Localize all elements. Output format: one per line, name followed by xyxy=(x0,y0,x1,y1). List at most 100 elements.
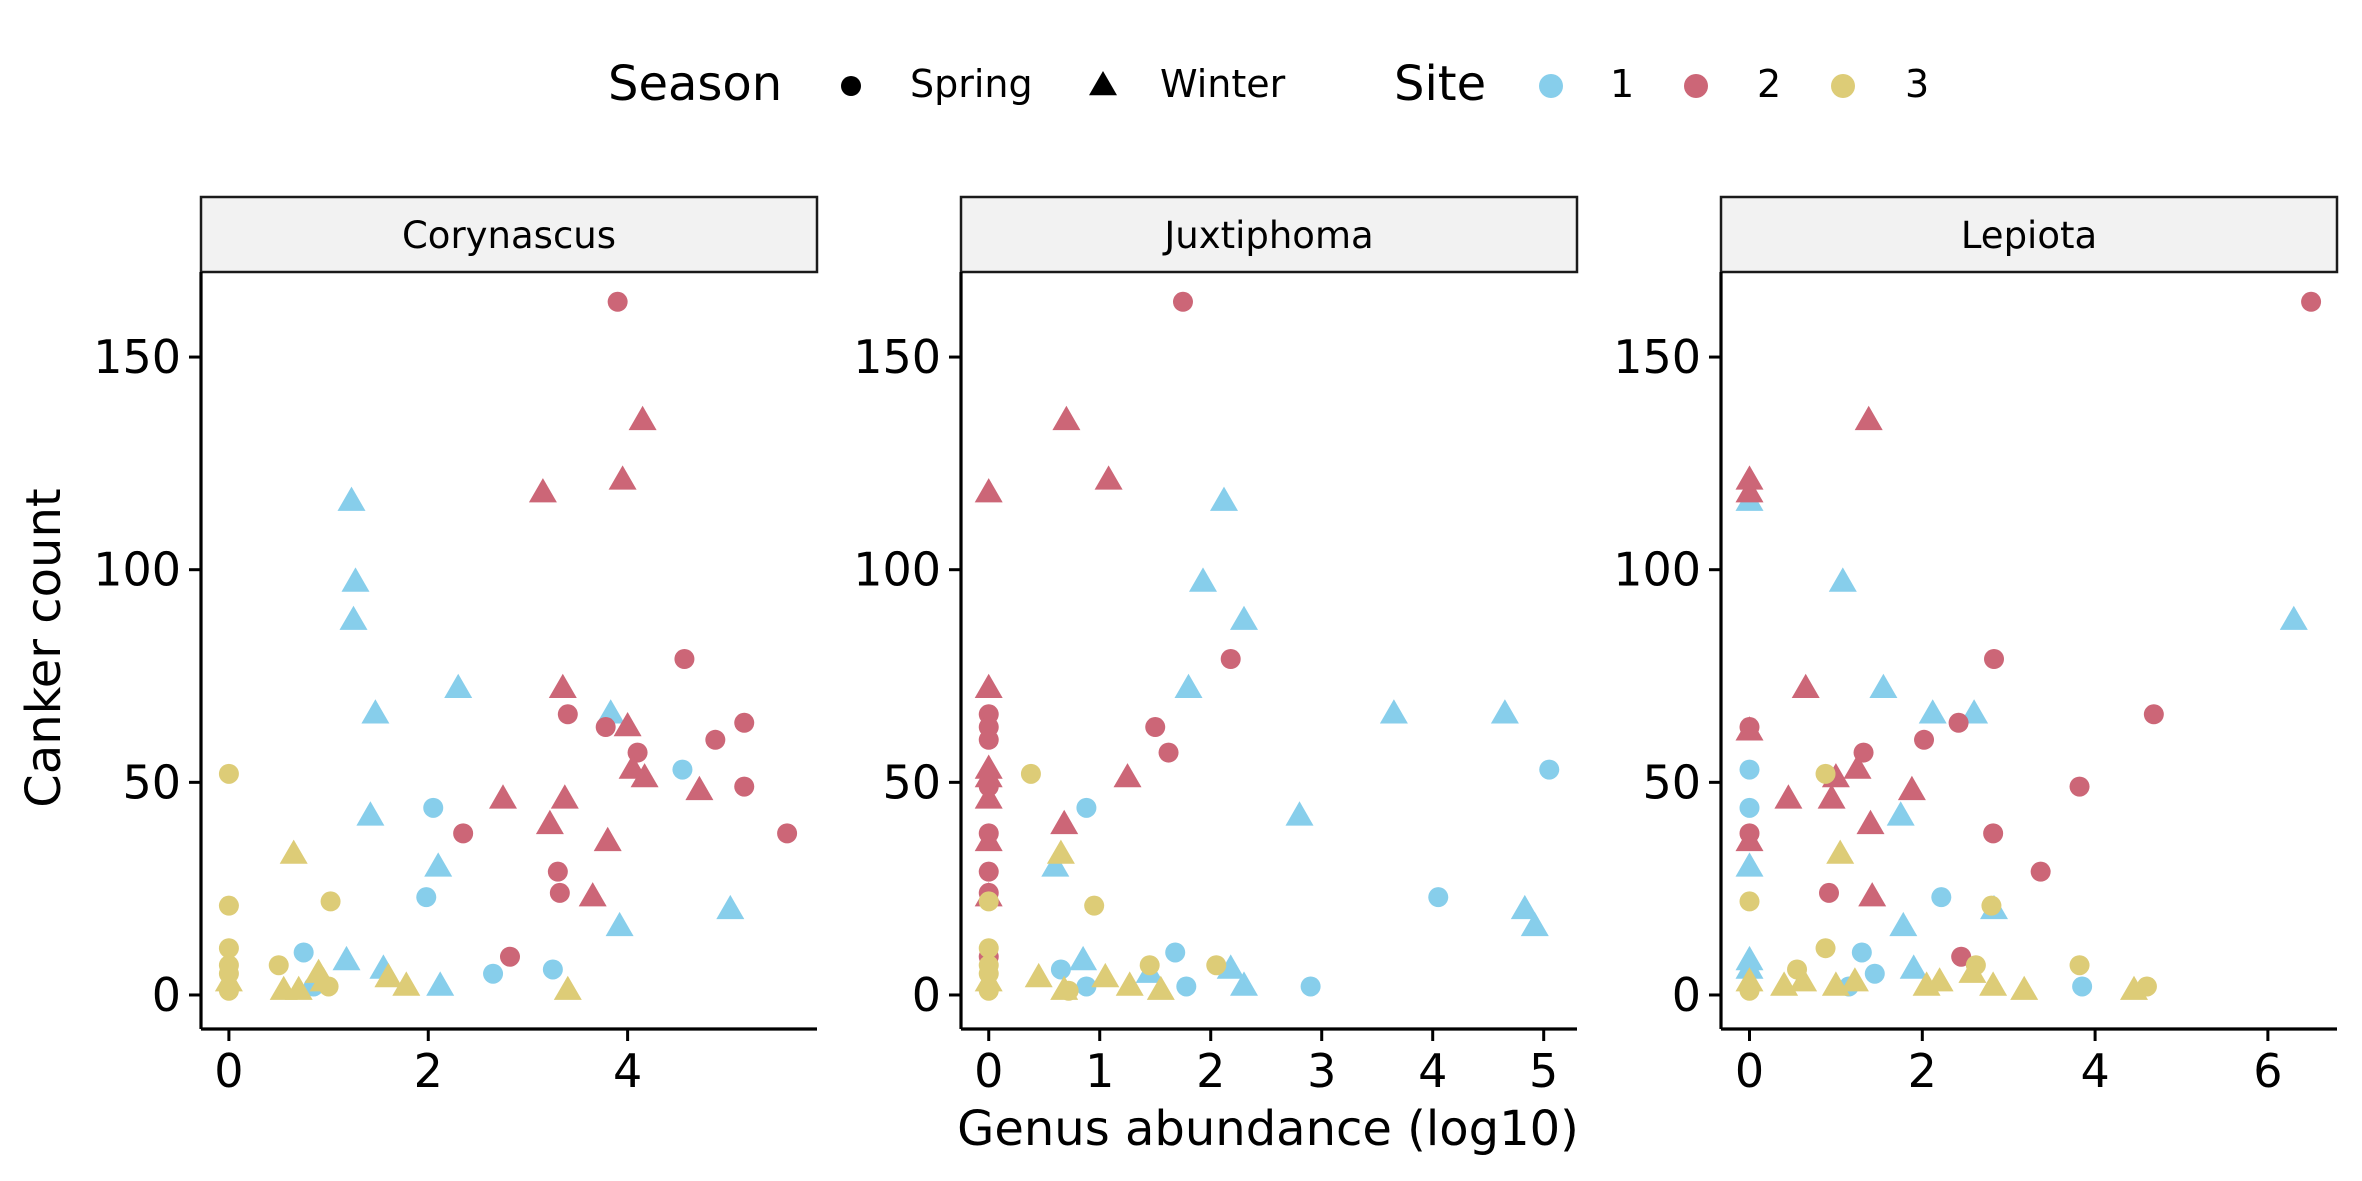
data-point xyxy=(2072,976,2093,997)
legend-site-1-circle-icon xyxy=(1539,74,1563,98)
legend-season-entries: Spring Winter xyxy=(841,62,1286,106)
data-point xyxy=(1960,699,1989,724)
data-point xyxy=(605,911,634,937)
data-point xyxy=(218,980,239,1001)
data-point xyxy=(1020,763,1041,784)
y-tick-label: 100 xyxy=(1613,543,1701,597)
data-point xyxy=(595,717,616,738)
data-point xyxy=(426,971,455,996)
data-point xyxy=(1139,955,1160,976)
data-point xyxy=(1520,911,1549,937)
data-point xyxy=(1914,729,1935,750)
x-tick-label: 3 xyxy=(1307,1044,1336,1098)
data-point xyxy=(1840,967,1869,992)
y-tick-label: 50 xyxy=(122,755,181,809)
y-tick-label: 100 xyxy=(853,543,941,597)
data-point xyxy=(1230,605,1258,630)
data-point xyxy=(1052,405,1081,431)
panel-title: Lepiota xyxy=(1961,214,2097,257)
y-tick-label: 150 xyxy=(1613,330,1701,384)
data-point xyxy=(1979,971,2008,996)
panel-strip xyxy=(1719,195,2339,274)
data-point xyxy=(1791,673,1820,698)
data-point xyxy=(293,942,314,963)
data-point xyxy=(1158,742,1179,763)
data-point xyxy=(628,405,657,431)
data-point xyxy=(978,980,999,1001)
data-point xyxy=(1210,486,1238,511)
data-point xyxy=(218,938,239,959)
data-point xyxy=(685,775,714,801)
data-point xyxy=(1069,945,1098,971)
data-point xyxy=(1889,911,1918,937)
y-axis-label: Canker count xyxy=(16,488,72,807)
data-point xyxy=(2143,704,2164,725)
data-point xyxy=(550,784,579,809)
y-tick-label: 150 xyxy=(93,330,181,384)
data-point xyxy=(1869,673,1898,698)
data-point xyxy=(2030,861,2051,882)
data-point xyxy=(1735,716,1764,741)
data-point xyxy=(1076,976,1097,997)
x-tick-label: 6 xyxy=(2253,1044,2282,1098)
panel-juxtiphoma: Juxtiphoma 0 50 100 150 0 1 2 3 4 5 xyxy=(853,195,1579,1098)
data-point xyxy=(1918,699,1947,724)
data-point xyxy=(1817,784,1846,809)
x-tick-label: 5 xyxy=(1529,1044,1558,1098)
data-point xyxy=(444,673,473,698)
data-point xyxy=(1220,649,1241,670)
data-point xyxy=(1858,882,1887,907)
data-point xyxy=(356,801,385,826)
x-tick-label: 1 xyxy=(1085,1044,1114,1098)
legend-site-label: 1 xyxy=(1610,62,1634,106)
data-point xyxy=(1115,971,1144,996)
data-point xyxy=(974,478,1003,503)
data-point xyxy=(630,763,659,788)
data-point xyxy=(2010,975,2039,1000)
data-point xyxy=(268,955,289,976)
data-point xyxy=(547,861,568,882)
data-point xyxy=(1165,942,1186,963)
data-point xyxy=(1230,971,1258,996)
x-tick-label: 2 xyxy=(1196,1044,1225,1098)
data-point xyxy=(1428,887,1449,908)
data-point xyxy=(1899,954,1928,979)
data-point xyxy=(1735,465,1764,490)
data-point xyxy=(1091,962,1120,988)
data-point xyxy=(341,567,370,592)
data-point xyxy=(1984,649,2005,670)
legend-spring-circle-icon xyxy=(841,76,861,96)
panel-title: Corynascus xyxy=(402,214,616,257)
data-point xyxy=(2279,605,2308,630)
data-point xyxy=(1815,763,1836,784)
legend-site-3-circle-icon xyxy=(1831,74,1855,98)
data-point xyxy=(1854,405,1883,431)
data-point xyxy=(2069,776,2090,797)
data-point xyxy=(1789,967,1818,992)
data-point xyxy=(978,861,999,882)
data-point xyxy=(318,976,339,997)
data-point xyxy=(557,704,578,725)
data-point xyxy=(1024,962,1053,988)
data-point xyxy=(1739,759,1760,780)
x-tick-label: 2 xyxy=(1908,1044,1937,1098)
data-point xyxy=(978,938,999,959)
panel-strip xyxy=(959,195,1579,274)
data-point xyxy=(1856,809,1885,835)
data-point xyxy=(1815,938,1836,959)
data-point xyxy=(489,784,517,809)
data-point xyxy=(978,729,999,750)
data-point xyxy=(218,763,239,784)
legend-winter-triangle-icon xyxy=(1089,71,1117,96)
data-point xyxy=(1931,887,1952,908)
data-points xyxy=(974,291,1560,1001)
data-point xyxy=(1113,763,1142,788)
y-tick-label: 0 xyxy=(1672,968,1701,1022)
data-point xyxy=(1735,478,1764,503)
x-tick-label: 4 xyxy=(2080,1044,2109,1098)
data-point xyxy=(593,826,622,852)
data-point xyxy=(1735,826,1764,852)
data-point xyxy=(974,673,1003,698)
data-point xyxy=(483,963,504,984)
